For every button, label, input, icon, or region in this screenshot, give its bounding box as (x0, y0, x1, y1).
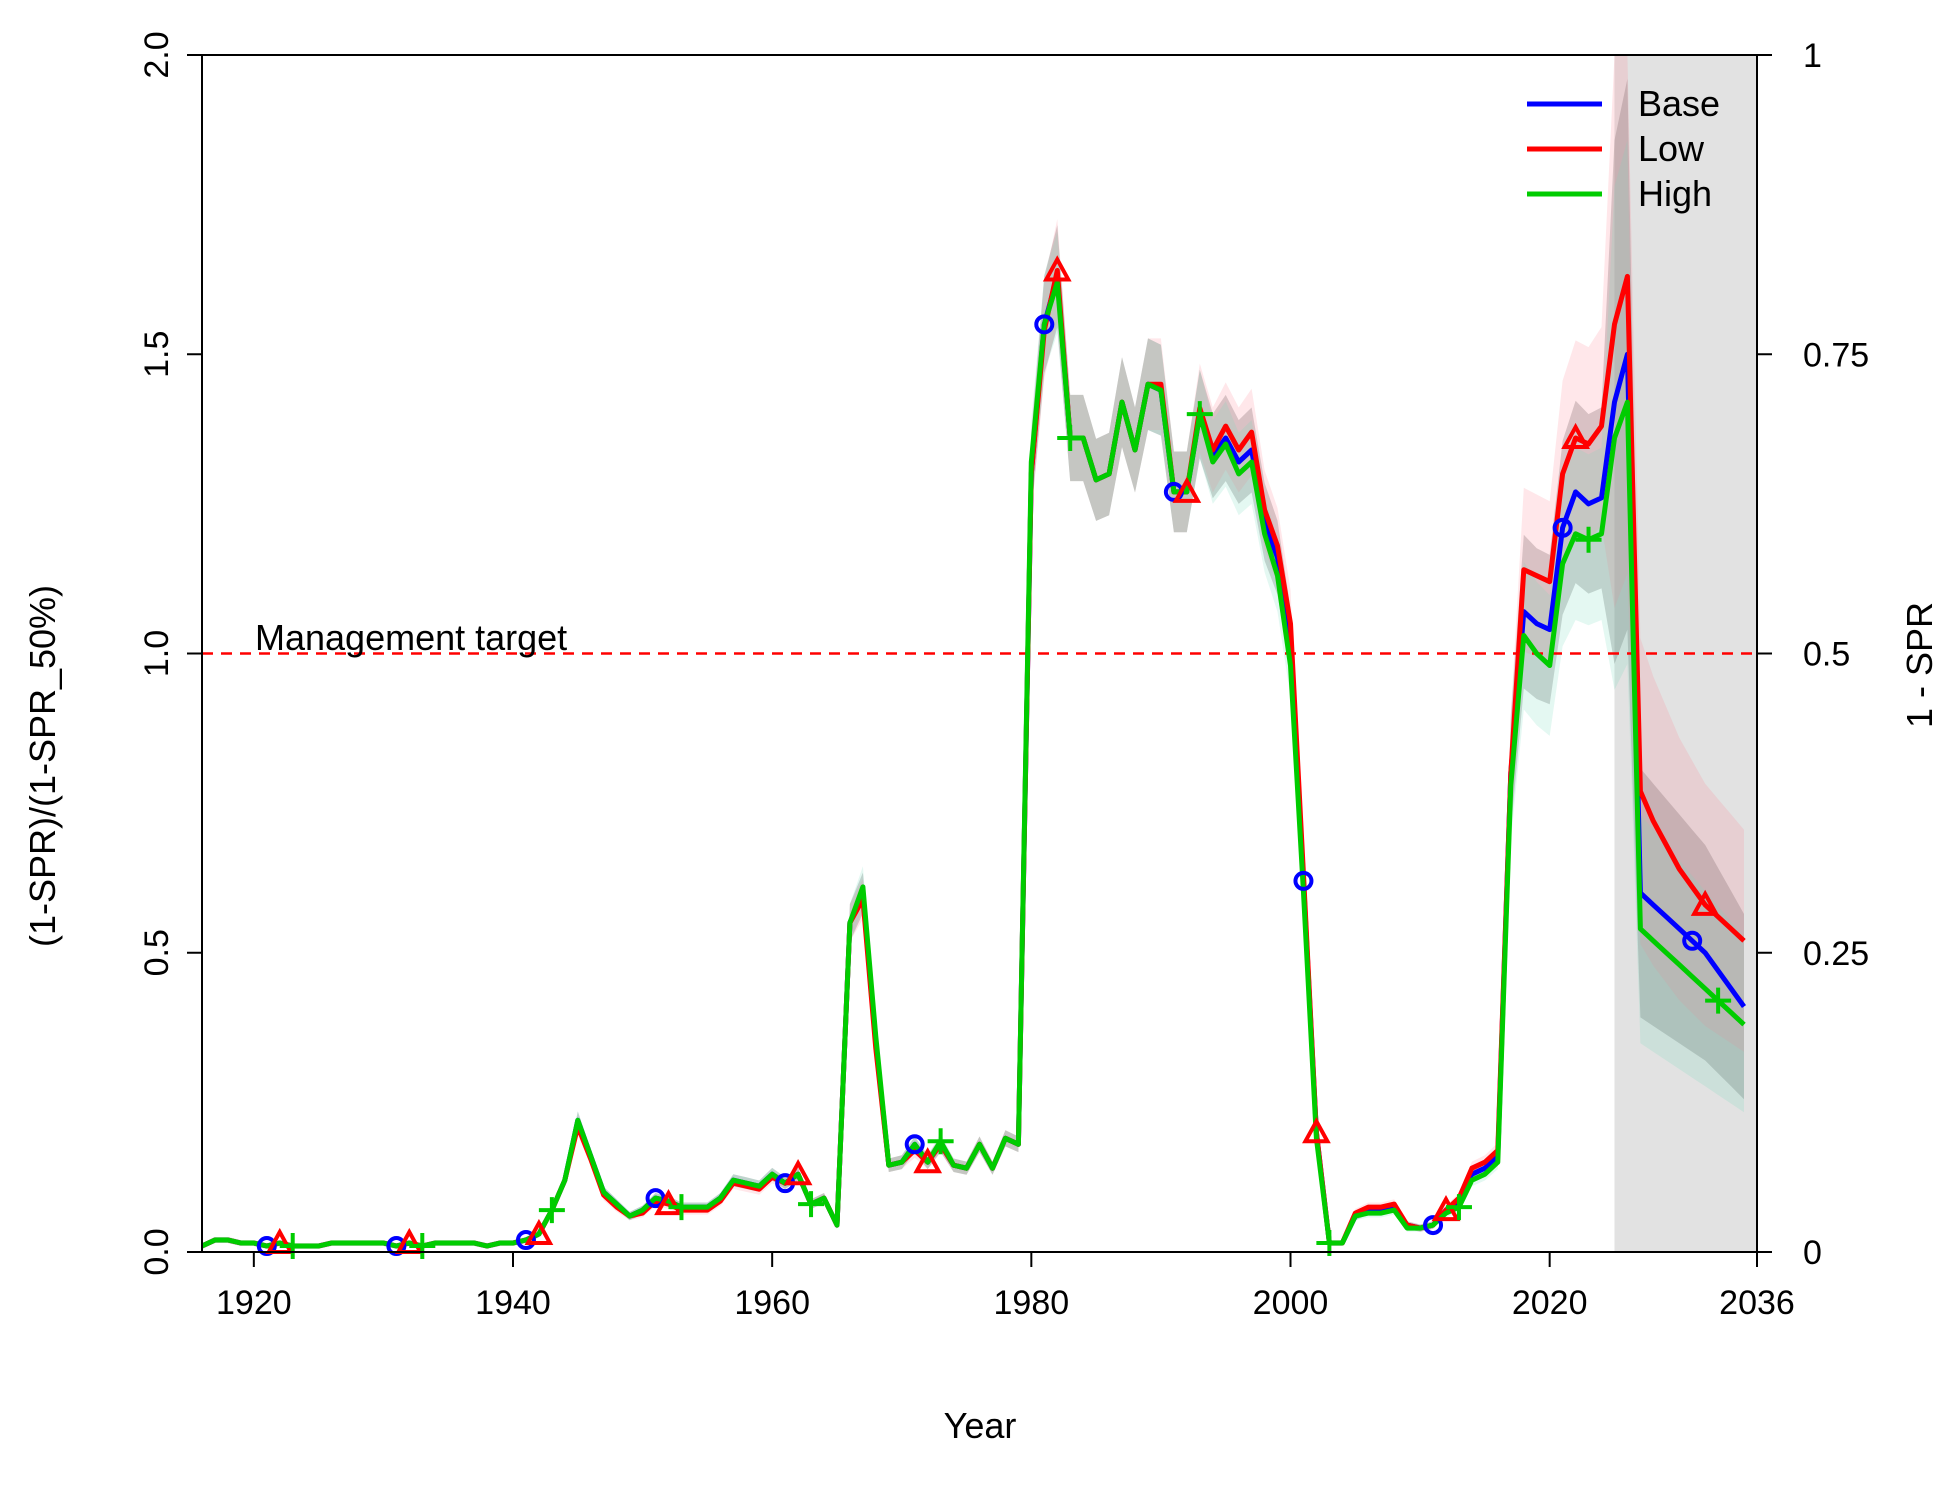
marker-high-2023 (1575, 526, 1602, 553)
marker-high-1933 (409, 1233, 436, 1260)
x-tick-label-1960: 1960 (734, 1284, 810, 1322)
y-tick-label-0.0: 0.0 (138, 1228, 176, 1275)
band-base (202, 78, 1744, 1249)
marker-high-1993 (1186, 401, 1213, 428)
marker-low-1962 (783, 1159, 813, 1186)
marker-low-2002 (1302, 1117, 1331, 1144)
y-axis-label: (1-SPR)/(1-SPR_50%) (22, 585, 63, 947)
marker-low-1942 (524, 1218, 554, 1246)
y2-axis-label: 1 - SPR (1899, 602, 1940, 728)
x-axis-label: Year (944, 1405, 1017, 1446)
series-line-high (200, 279, 1746, 1249)
marker-high-1973 (927, 1128, 954, 1155)
marker-high-1983 (1057, 425, 1084, 452)
marker-high-2013 (1445, 1194, 1472, 1221)
marker-high-1943 (538, 1197, 565, 1224)
x-tick-label-1920: 1920 (216, 1284, 292, 1322)
axes: 1920 1940 1960 1980 2000 2020 2036 0.0 0.5 1.0 1.5… (138, 31, 1869, 1322)
series-lines (200, 268, 1747, 1249)
marker-low-1982 (1042, 255, 1072, 282)
x-tick-label-2020: 2020 (1512, 1284, 1588, 1322)
marker-high-1923 (279, 1233, 306, 1260)
marker-high-1963 (798, 1191, 825, 1218)
marker-base-2011 (1423, 1215, 1444, 1236)
y2-tick-label-0: 0 (1803, 1234, 1822, 1272)
marker-base-1941 (515, 1230, 536, 1251)
marker-low-1972 (913, 1147, 943, 1174)
y2-tick-label-0.75: 0.75 (1803, 336, 1869, 374)
y2-tick-label-0.5: 0.5 (1803, 636, 1850, 674)
legend-label-high: High (1638, 173, 1712, 214)
y2-tick-label-0.25: 0.25 (1803, 935, 1869, 973)
marker-low-1992 (1172, 476, 1202, 503)
x-tick-label-1940: 1940 (475, 1284, 551, 1322)
legend-label-low: Low (1638, 128, 1705, 169)
y-tick-label-2.0: 2.0 (138, 31, 176, 78)
marker-base-1971 (904, 1134, 925, 1155)
x-tick-label-1980: 1980 (994, 1284, 1070, 1322)
x-tick-label-2036: 2036 (1719, 1284, 1795, 1322)
y-tick-label-1.0: 1.0 (138, 630, 176, 677)
marker-low-2032 (1690, 889, 1720, 916)
marker-high-2033 (1705, 987, 1732, 1014)
legend-label-base: Base (1638, 83, 1720, 124)
marker-low-1952 (654, 1188, 683, 1216)
marker-base-2031 (1682, 930, 1703, 951)
y2-tick-label-1: 1 (1803, 37, 1822, 75)
marker-base-2021 (1552, 517, 1573, 538)
marker-high-1953 (668, 1194, 695, 1221)
x-tick-label-2000: 2000 (1253, 1284, 1329, 1322)
y-tick-label-1.5: 1.5 (138, 331, 176, 378)
reference-line-label: Management target (255, 617, 567, 658)
marker-low-2022 (1561, 422, 1590, 450)
y-tick-label-0.5: 0.5 (138, 929, 176, 976)
marker-base-2001 (1293, 870, 1314, 891)
marker-base-1981 (1034, 314, 1055, 335)
